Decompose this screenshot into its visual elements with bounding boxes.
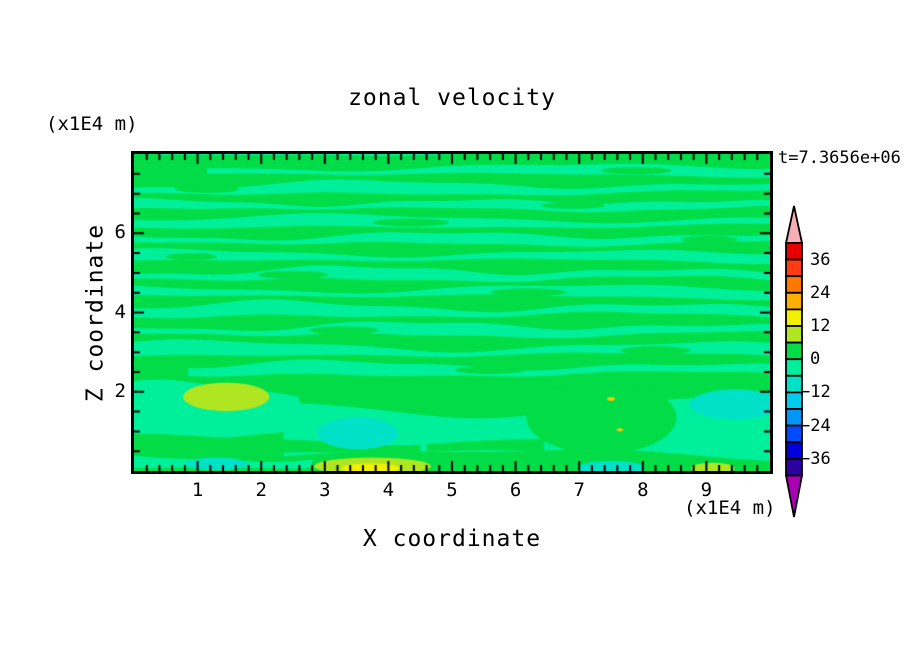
contour-plot bbox=[131, 151, 773, 474]
colorbar-overflow-arrow-top bbox=[784, 205, 804, 244]
contour-plot-canvas bbox=[134, 154, 770, 471]
x-tick-label: 3 bbox=[319, 479, 331, 501]
colorbar-segment bbox=[785, 358, 803, 377]
colorbar-segment bbox=[785, 325, 803, 344]
x-tick-label: 8 bbox=[637, 479, 649, 501]
x-tick-label: 5 bbox=[446, 479, 458, 501]
x-tick-label: 6 bbox=[509, 479, 522, 501]
x-tick-label: 1 bbox=[191, 479, 204, 501]
colorbar-label: −36 bbox=[800, 448, 831, 469]
figure-title: zonal velocity bbox=[348, 85, 556, 111]
colorbar-segment bbox=[785, 341, 803, 361]
colorbar-label: −24 bbox=[800, 415, 831, 436]
colorbar-segment bbox=[785, 258, 803, 278]
y-tick-label: 4 bbox=[114, 300, 126, 323]
z-axis-unit-label: (x1E4 m) bbox=[46, 113, 138, 135]
colorbar-segment bbox=[785, 242, 803, 261]
x-tick-label: 7 bbox=[573, 479, 585, 501]
x-axis-unit-label: (x1E4 m) bbox=[684, 497, 776, 519]
colorbar-label: −12 bbox=[800, 382, 831, 403]
x-tick-label: 9 bbox=[700, 479, 713, 501]
y-tick-label: 2 bbox=[114, 379, 126, 402]
colorbar-svg bbox=[784, 205, 804, 518]
colorbar-segment bbox=[785, 275, 803, 294]
colorbar-label: 36 bbox=[810, 249, 831, 270]
colorbar-segment bbox=[785, 457, 803, 477]
colorbar-overflow-arrow-bottom bbox=[784, 474, 804, 518]
x-tick-label: 2 bbox=[255, 479, 267, 501]
colorbar-label: 0 bbox=[810, 349, 821, 370]
colorbar-label: 12 bbox=[810, 316, 831, 336]
colorbar-segment bbox=[785, 308, 803, 327]
x-tick-label: 4 bbox=[382, 479, 395, 501]
time-stamp-label: t=7.3656e+06 bbox=[778, 148, 901, 168]
y-tick-label: 6 bbox=[114, 221, 126, 244]
colorbar-label: 24 bbox=[810, 282, 831, 303]
x-axis-title: X coordinate bbox=[362, 526, 542, 552]
colorbar-segment bbox=[785, 291, 803, 311]
